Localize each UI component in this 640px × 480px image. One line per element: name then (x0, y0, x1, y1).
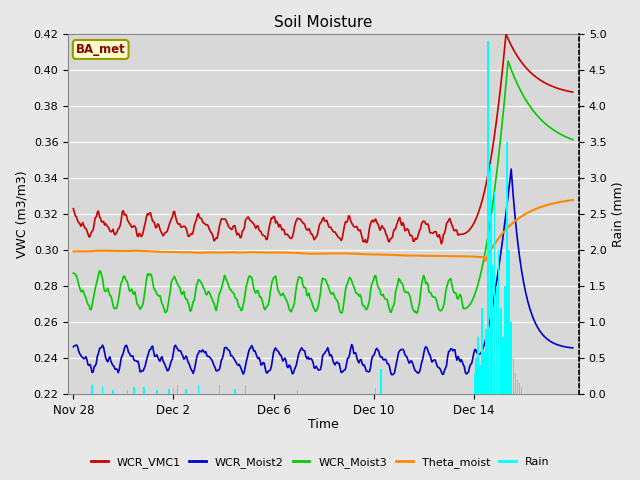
Bar (92, 385, 93, 394)
Bar (173, 388, 174, 394)
Bar (244, 384, 246, 394)
Bar (112, 390, 114, 394)
Bar (491, 214, 492, 394)
Text: BA_met: BA_met (76, 43, 125, 56)
Bar (515, 372, 516, 394)
Bar (508, 250, 510, 394)
Bar (297, 390, 298, 394)
Bar (477, 336, 479, 394)
Bar (474, 372, 476, 394)
Title: Soil Moisture: Soil Moisture (275, 15, 372, 30)
Bar (133, 387, 134, 394)
Legend: WCR_VMC1, WCR_Moist2, WCR_Moist3, Theta_moist, Rain: WCR_VMC1, WCR_Moist2, WCR_Moist3, Theta_… (86, 452, 554, 472)
Bar (513, 358, 514, 394)
Bar (521, 387, 522, 394)
Bar (488, 41, 489, 394)
Bar (168, 389, 170, 394)
Bar (492, 264, 493, 394)
Bar (516, 380, 518, 394)
Bar (490, 164, 491, 394)
Bar (481, 308, 483, 394)
Bar (479, 365, 481, 394)
Bar (177, 385, 179, 394)
Bar (102, 385, 103, 394)
Bar (493, 192, 495, 394)
Y-axis label: VWC (m3/m3): VWC (m3/m3) (15, 170, 28, 258)
Bar (485, 329, 487, 394)
Bar (156, 390, 157, 394)
Bar (127, 391, 129, 394)
Bar (234, 389, 236, 394)
Bar (375, 388, 376, 394)
Bar (185, 389, 187, 394)
Bar (198, 385, 199, 394)
Y-axis label: Rain (mm): Rain (mm) (612, 181, 625, 247)
Bar (498, 250, 499, 394)
Bar (511, 322, 512, 394)
Bar (500, 308, 502, 394)
Bar (475, 358, 477, 394)
Bar (502, 336, 504, 394)
X-axis label: Time: Time (308, 419, 339, 432)
Bar (496, 286, 497, 394)
Bar (504, 286, 506, 394)
Bar (483, 351, 485, 394)
Bar (519, 384, 520, 394)
Bar (380, 369, 381, 394)
Bar (506, 142, 508, 394)
Bar (143, 387, 145, 394)
Bar (218, 384, 220, 394)
